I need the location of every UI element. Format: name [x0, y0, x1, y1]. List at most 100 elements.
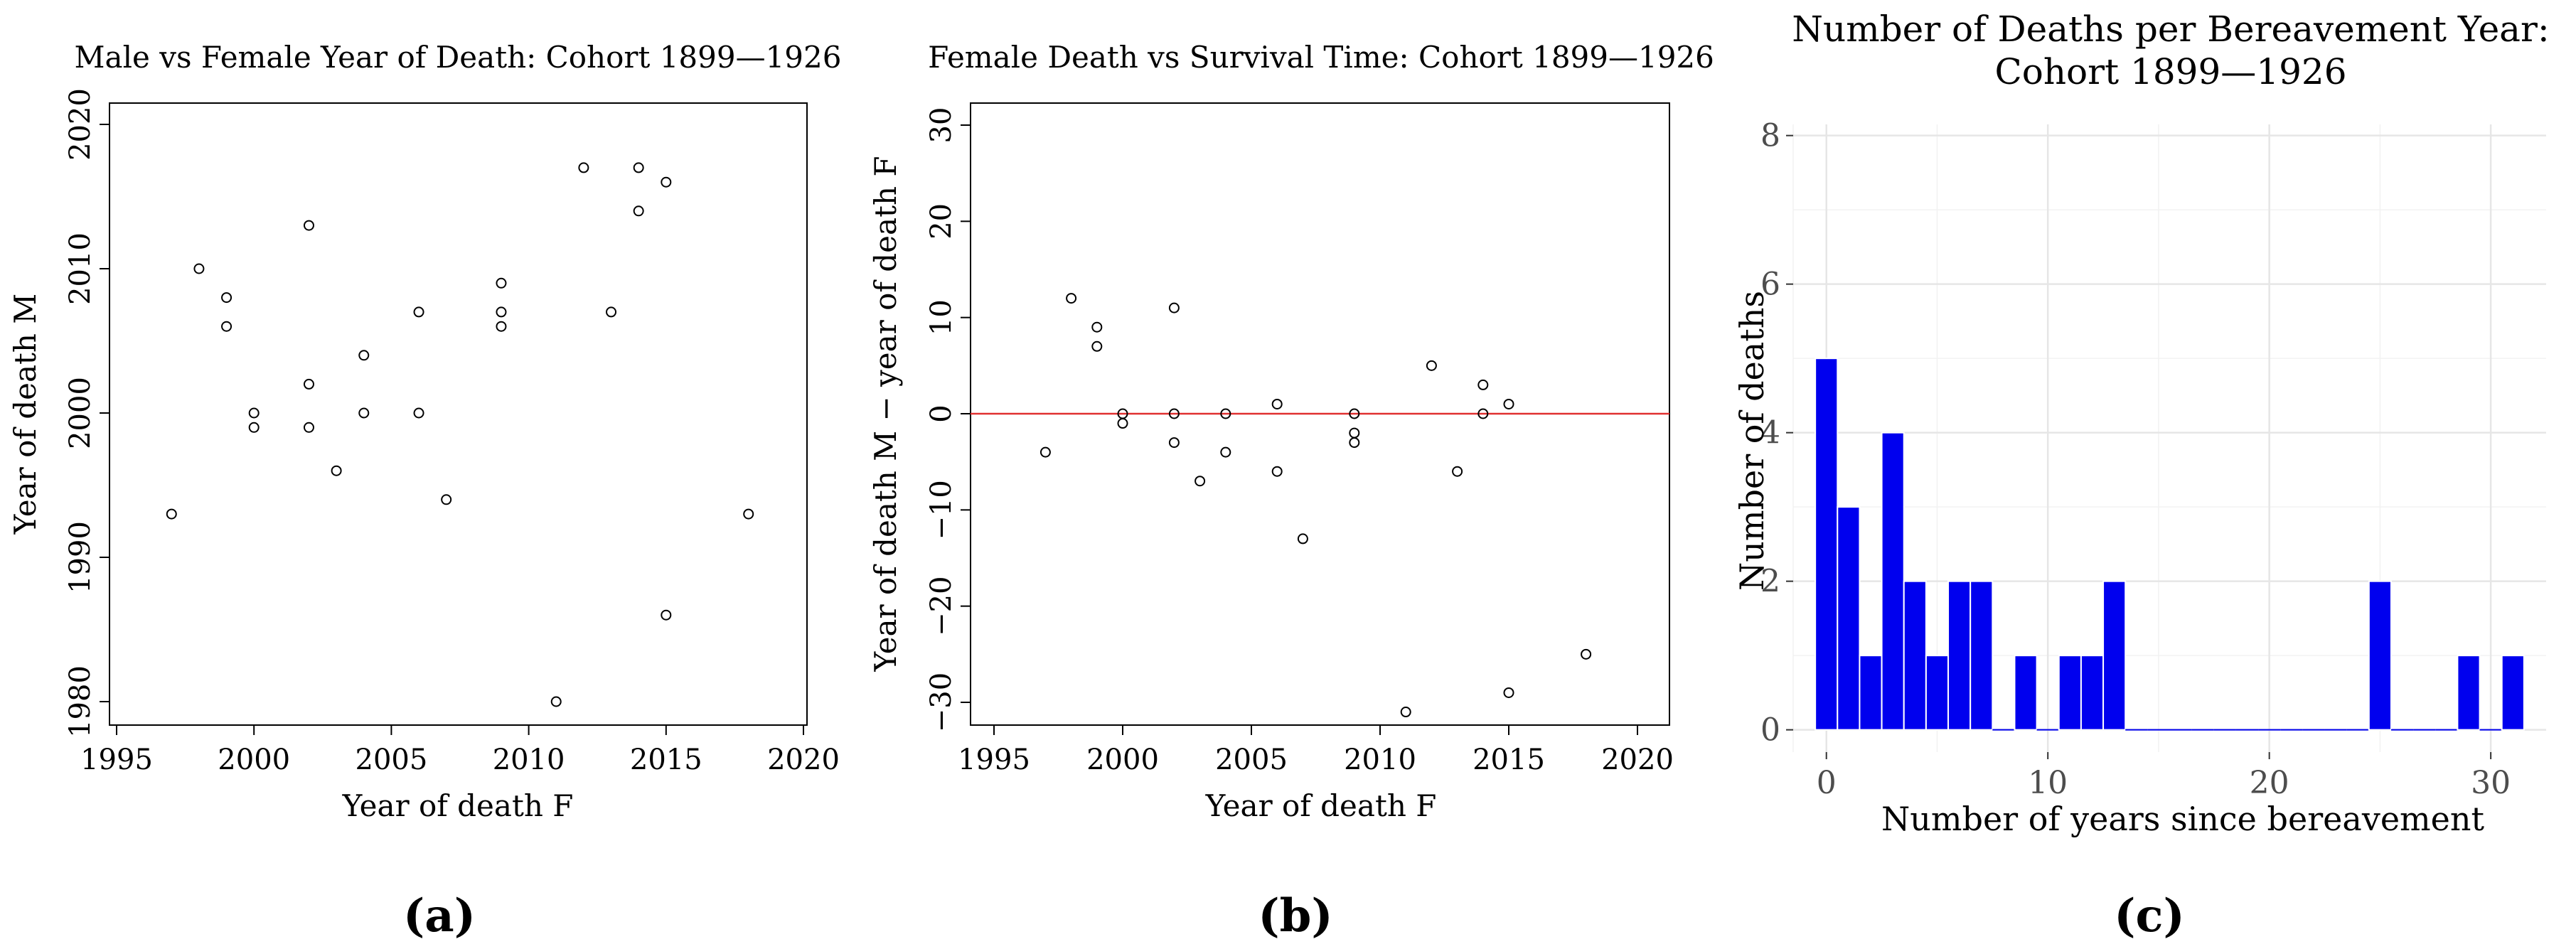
panel-b-title: Female Death vs Survival Time: Cohort 18… — [928, 40, 1714, 75]
b-y-tick-label: 30 — [925, 107, 958, 144]
panel-c-y-tick-label: 4 — [1760, 415, 1780, 451]
a-data-point — [578, 162, 589, 173]
a-y-tick-label: 2010 — [64, 232, 97, 305]
panel-a-points — [166, 162, 754, 707]
panel-c-y-tick-label: 6 — [1760, 267, 1780, 303]
panel-c-title-line-2: Cohort 1899—1926 — [1994, 51, 2346, 92]
panel-c-bar — [2457, 655, 2481, 731]
a-data-point — [606, 306, 617, 318]
panel-c-bar — [1970, 580, 1994, 731]
b-data-point — [1581, 648, 1592, 660]
b-y-tick-label: −10 — [925, 480, 958, 540]
a-y-tick-label: 1990 — [64, 521, 97, 594]
panel-c-bar — [1815, 358, 1839, 731]
b-y-tick-label: 10 — [925, 299, 958, 336]
a-x-tick-label: 2005 — [356, 744, 428, 776]
a-data-point — [166, 508, 177, 520]
a-data-point — [413, 306, 424, 318]
a-data-point — [331, 465, 342, 476]
a-data-point — [358, 350, 370, 361]
a-data-point — [358, 407, 370, 419]
a-x-tick-label: 2010 — [493, 744, 565, 776]
a-data-point — [496, 321, 507, 332]
a-x-tick-label: 2000 — [218, 744, 290, 776]
panel-c-x-tick-label: 30 — [2471, 765, 2511, 801]
panel-c-y-tick-label: 8 — [1760, 118, 1780, 154]
b-y-tick-label: −20 — [925, 576, 958, 636]
a-data-point — [303, 378, 314, 390]
panel-c-bar — [2501, 655, 2525, 731]
b-x-tick-label: 2000 — [1086, 744, 1159, 776]
b-x-tick-label: 2005 — [1215, 744, 1288, 776]
b-x-tick-label: 1995 — [958, 744, 1030, 776]
b-data-point — [1400, 707, 1411, 718]
b-data-point — [1168, 437, 1180, 449]
a-x-tick-label: 2020 — [767, 744, 840, 776]
panel-c-bar — [2102, 580, 2127, 731]
b-y-tick-label: 0 — [925, 404, 958, 422]
b-x-tick-label: 2020 — [1601, 744, 1674, 776]
b-data-point — [1040, 446, 1051, 458]
panel-c-bars — [1815, 358, 2525, 731]
panel-c: Number of Deaths per Bereavement Year: C… — [1733, 9, 2550, 943]
b-data-point — [1349, 408, 1360, 419]
b-data-point — [1503, 687, 1514, 698]
a-data-point — [496, 277, 507, 289]
b-data-point — [1066, 293, 1077, 304]
b-data-point — [1168, 302, 1180, 313]
a-x-tick-label: 2015 — [630, 744, 702, 776]
a-data-point — [248, 422, 260, 433]
panel-c-x-tick-label: 0 — [1817, 765, 1837, 801]
a-data-point — [661, 609, 672, 621]
b-data-point — [1091, 321, 1103, 333]
b-data-point — [1091, 341, 1103, 352]
a-data-point — [221, 321, 233, 332]
a-data-point — [303, 422, 314, 433]
a-data-point — [193, 263, 205, 274]
b-data-point — [1477, 408, 1489, 419]
panel-c-y-tick-label: 0 — [1760, 712, 1780, 749]
panel-c-bar — [2014, 655, 2038, 731]
panel-c-bar — [2080, 655, 2105, 731]
panel-b: Female Death vs Survival Time: Cohort 18… — [868, 40, 1714, 943]
panel-b-x-axis-label: Year of death F — [1205, 788, 1437, 823]
b-data-point — [1117, 418, 1128, 429]
a-data-point — [441, 494, 452, 505]
panel-c-y-axis: 0 2 4 6 8 — [1760, 118, 1793, 749]
a-y-tick-label: 2000 — [64, 377, 97, 449]
b-data-point — [1168, 408, 1180, 419]
b-data-point — [1452, 466, 1463, 477]
b-x-tick-label: 2010 — [1344, 744, 1416, 776]
panel-c-bar — [1881, 431, 1905, 731]
panel-a-y-axis: 1980 1990 2000 2010 2020 — [64, 88, 109, 738]
b-data-point — [1271, 398, 1283, 409]
b-data-point — [1426, 360, 1437, 371]
a-data-point — [248, 407, 260, 419]
b-data-point — [1297, 533, 1308, 545]
panel-a-title: Male vs Female Year of Death: Cohort 189… — [75, 40, 842, 75]
panel-a: Male vs Female Year of Death: Cohort 189… — [8, 40, 841, 943]
a-data-point — [303, 220, 314, 231]
panel-c-bar — [1925, 655, 1950, 731]
panel-c-x-axis: 0 10 20 30 — [1817, 752, 2511, 801]
panel-c-x-tick-label: 10 — [2028, 765, 2068, 801]
panel-b-x-axis: 1995 2000 2005 2010 2015 2020 — [958, 725, 1674, 776]
a-data-point — [413, 407, 424, 419]
a-data-point — [633, 162, 644, 173]
panel-a-plot-frame — [109, 102, 808, 726]
panel-a-x-axis: 1995 2000 2005 2010 2015 2020 — [80, 725, 840, 776]
panel-c-label: (c) — [2114, 889, 2185, 943]
a-data-point — [743, 508, 754, 520]
a-y-tick-label: 2020 — [64, 88, 97, 161]
panel-b-y-axis: −30 −20 −10 0 10 20 30 — [925, 107, 971, 732]
panel-a-y-axis-label: Year of death M — [8, 294, 43, 535]
panel-a-x-axis-label: Year of death F — [342, 788, 574, 823]
panel-c-bar — [1837, 506, 1861, 731]
panel-c-y-axis-label: Number of deaths — [1733, 291, 1771, 591]
b-data-point — [1271, 466, 1283, 477]
b-data-point — [1477, 379, 1489, 390]
b-y-tick-label: −30 — [925, 672, 958, 732]
panel-c-bar — [1903, 580, 1927, 731]
panel-a-label: (a) — [403, 889, 476, 943]
